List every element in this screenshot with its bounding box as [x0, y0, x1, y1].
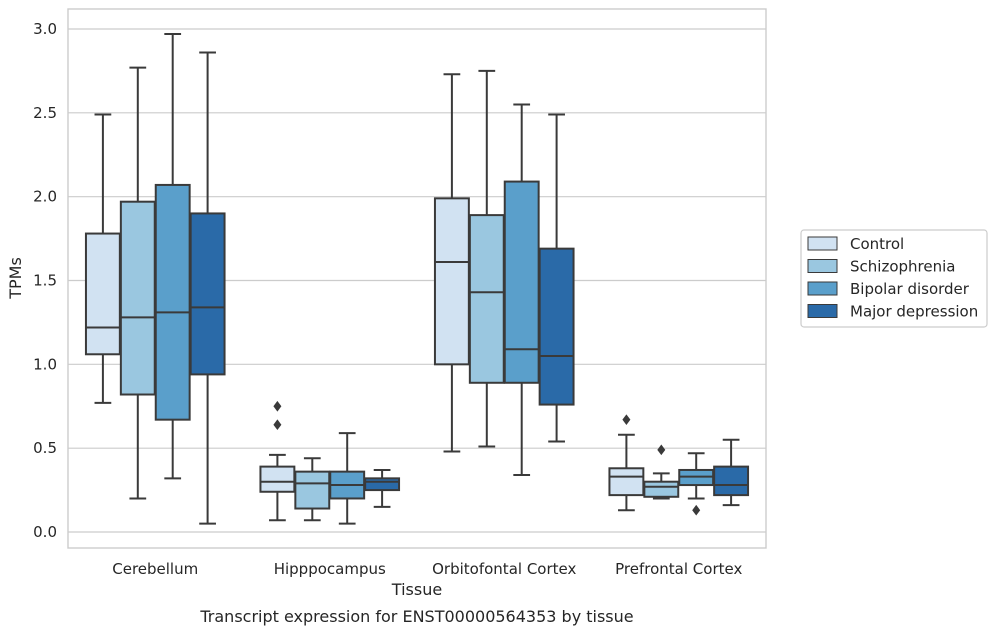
box-iqr [189, 212, 226, 376]
box-major-depression [364, 468, 401, 508]
box-iqr [503, 180, 540, 384]
x-tick-label: Prefrontal Cortex [615, 560, 742, 578]
x-tick-label: Orbitofontal Cortex [432, 560, 576, 578]
outlier-point [273, 400, 282, 412]
box-iqr [154, 183, 191, 421]
box-control [608, 414, 645, 512]
x-tick-label: Hipppocampus [274, 560, 386, 578]
box-iqr [364, 477, 401, 492]
box-bipolar-disorder [503, 103, 540, 476]
legend-box [800, 229, 988, 328]
plot-frame [67, 8, 767, 549]
y-tick-label: 2.0 [33, 188, 57, 206]
box-major-depression [189, 51, 226, 525]
box-control [259, 400, 296, 522]
y-tick-label: 2.5 [33, 104, 57, 122]
box-bipolar-disorder [678, 452, 715, 516]
box-iqr [84, 232, 121, 356]
box-iqr [713, 465, 750, 497]
y-tick-label: 0.5 [33, 439, 57, 457]
box-iqr [259, 465, 296, 493]
box-schizophrenia [119, 66, 156, 500]
y-tick-label: 3.0 [33, 20, 57, 38]
box-bipolar-disorder [154, 33, 191, 480]
outlier-point [692, 504, 701, 516]
outlier-point [622, 414, 631, 425]
legend-swatch [807, 259, 838, 273]
x-axis-label: Tissue [391, 580, 442, 599]
y-tick-label: 1.0 [33, 355, 57, 373]
box-major-depression [538, 113, 575, 443]
outlier-point [657, 444, 666, 456]
x-axis-ticks: Cerebellum Hipppocampus Orbitofontal Corte… [112, 560, 742, 578]
y-tick-label: 1.5 [33, 272, 57, 290]
y-axis-ticks: 0.0 0.5 1.0 1.5 2.0 2.5 3.0 [33, 20, 57, 541]
legend-label: Bipolar disorder [850, 280, 970, 298]
box-iqr [433, 197, 470, 366]
plot-border [67, 8, 767, 549]
x-tick-label: Cerebellum [112, 560, 198, 578]
box-control [84, 113, 121, 404]
box-schizophrenia [468, 69, 505, 448]
box-iqr [468, 214, 505, 384]
box-major-depression [713, 438, 750, 507]
box-schizophrenia [643, 444, 680, 500]
legend: Control Schizophrenia Bipolar disorder Majo… [800, 229, 988, 328]
box-plot-marks [84, 33, 750, 525]
legend-swatch [807, 236, 838, 251]
box-control [433, 73, 470, 453]
box-schizophrenia [294, 457, 331, 522]
box-iqr [608, 467, 645, 497]
box-iqr [294, 470, 331, 510]
box-iqr [538, 247, 575, 406]
box-bipolar-disorder [329, 432, 366, 525]
legend-label: Control [850, 235, 904, 253]
legend-label: Schizophrenia [850, 258, 955, 276]
legend-swatch [807, 304, 838, 318]
legend-swatch [807, 281, 838, 296]
legend-label: Major depression [850, 303, 978, 321]
box-iqr [119, 200, 156, 396]
y-axis-label: TPMs [6, 257, 25, 300]
chart-caption: Transcript expression for ENST0000056435… [199, 607, 633, 626]
outlier-point [273, 419, 282, 431]
box-iqr [643, 480, 680, 498]
y-tick-label: 0.0 [33, 523, 57, 541]
